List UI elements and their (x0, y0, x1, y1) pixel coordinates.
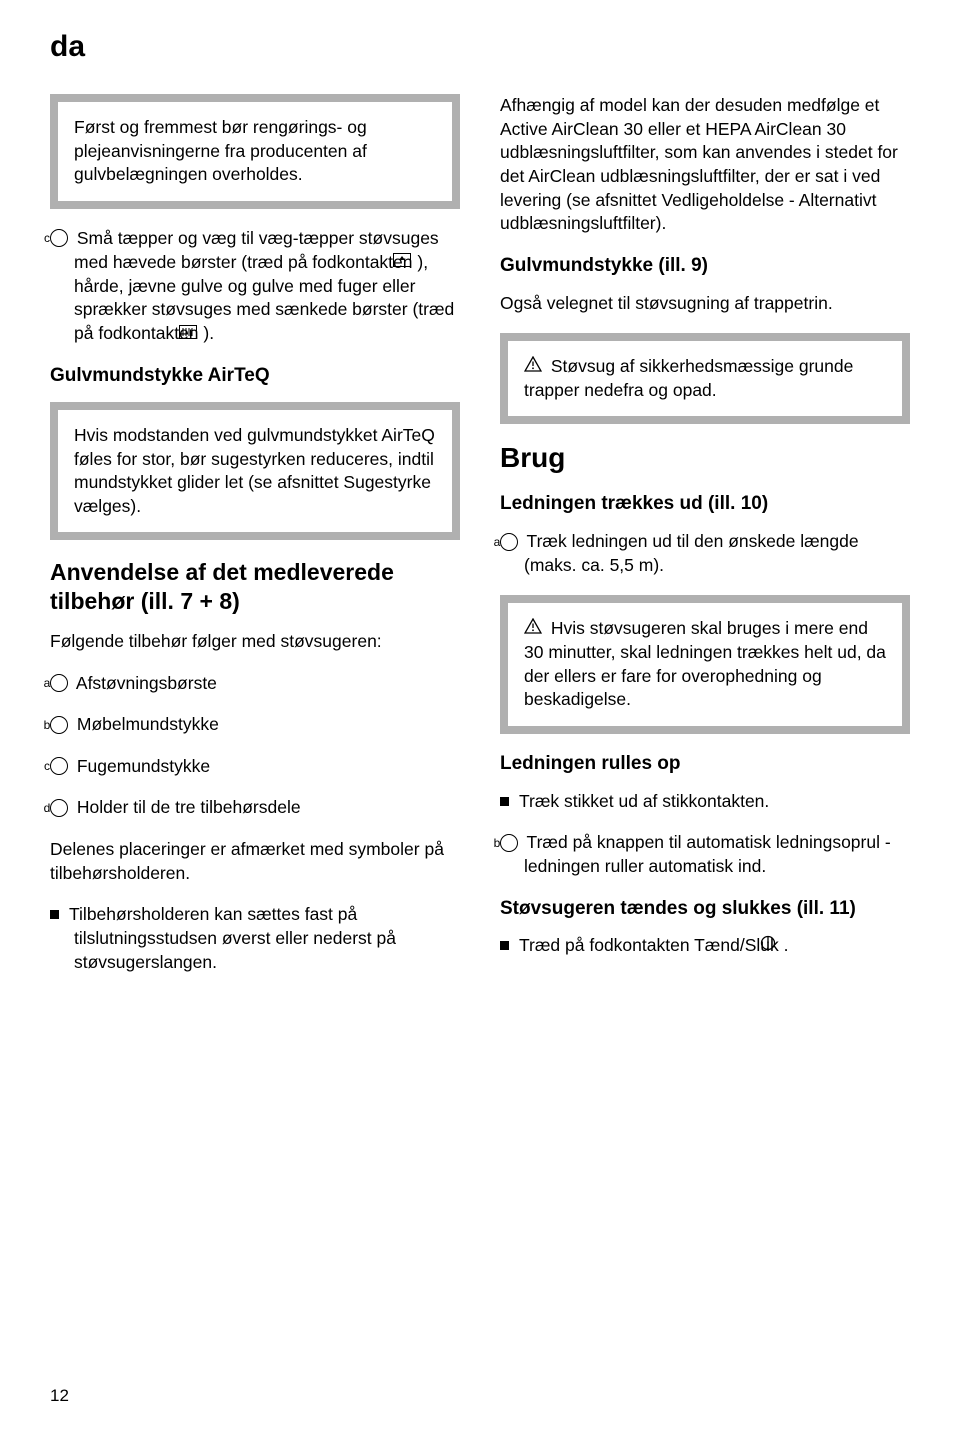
heading-accessories: Anvendelse af det medleverede tilbehør (… (50, 558, 460, 616)
circled-letter-icon: d (50, 799, 68, 817)
warning-triangle-icon (524, 617, 542, 641)
text: Støvsug af sikkerhedsmæssige grunde trap… (524, 356, 853, 400)
circled-letter-icon: c (50, 757, 68, 775)
paragraph-stairs: Også velegnet til støvsugning af trappet… (500, 292, 910, 316)
circled-letter-icon: b (50, 716, 68, 734)
text: Tilbehørsholderen kan sættes fast på til… (69, 904, 396, 971)
text: . (784, 935, 789, 955)
text: Små tæpper og væg til væg-tæpper støvsug… (72, 228, 439, 272)
heading-on-off: Støvsugeren tændes og slukkes (ill. 11) (500, 897, 910, 921)
info-box-airteq: Hvis modstanden ved gulvmundstykket AirT… (50, 402, 460, 541)
warning-box-stairs: Støvsug af sikkerhedsmæssige grunde trap… (500, 333, 910, 424)
text: Holder til de tre tilbehørsdele (72, 797, 301, 817)
right-column: Afhængig af model kan der desuden medføl… (500, 94, 910, 992)
text: Træd på knappen til automatisk ledningso… (522, 832, 891, 876)
heading-usage: Brug (500, 442, 910, 474)
list-item-holder: d Holder til de tre tilbehørsdele (50, 796, 460, 820)
paragraph-filter-model: Afhængig af model kan der desuden medføl… (500, 94, 910, 236)
warning-box-cord: Hvis støvsugeren skal bruges i mere end … (500, 595, 910, 734)
heading-floor-nozzle: Gulvmundstykke (ill. 9) (500, 254, 910, 278)
warning-triangle-icon (524, 355, 542, 379)
heading-cord-in: Ledningen rulles op (500, 752, 910, 776)
paragraph-power-pedal: Træd på fodkontakten Tænd/Sluk . (500, 934, 910, 958)
paragraph-placement: Delenes placeringer er afmærket med symb… (50, 838, 460, 885)
page-number: 12 (50, 1386, 69, 1406)
paragraph-unplug: Træk stikket ud af stikkontakten. (500, 790, 910, 814)
paragraph-following: Følgende tilbehør følger med støvsugeren… (50, 630, 460, 654)
paragraph-auto-rewind: b Træd på knappen til automatisk ledning… (500, 831, 910, 878)
square-bullet-icon (50, 910, 59, 919)
circled-letter-icon: a (500, 533, 518, 551)
text: ). (203, 323, 214, 343)
text: Fugemundstykke (72, 756, 210, 776)
list-item-furniture: b Møbelmundstykke (50, 713, 460, 737)
info-box-cleaning: Først og fremmest bør rengørings- og ple… (50, 94, 460, 209)
text: Træk ledningen ud til den ønskede længde… (522, 531, 859, 575)
left-column: Først og fremmest bør rengørings- og ple… (50, 94, 460, 992)
circled-letter-icon: c (50, 229, 68, 247)
text: Træd på fodkontakten Tænd/Sluk (519, 935, 784, 955)
two-column-layout: Først og fremmest bør rengørings- og ple… (50, 94, 910, 992)
text: Træk stikket ud af stikkontakten. (519, 791, 769, 811)
heading-cord-out: Ledningen trækkes ud (ill. 10) (500, 492, 910, 516)
text: Møbelmundstykke (72, 714, 219, 734)
square-bullet-icon (500, 797, 509, 806)
circled-letter-icon: a (50, 674, 68, 692)
heading-airteq: Gulvmundstykke AirTeQ (50, 364, 460, 388)
paragraph-carpets: c Små tæpper og væg til væg-tæpper støvs… (50, 227, 460, 346)
circled-letter-icon: b (500, 834, 518, 852)
list-item-dust-brush: a Afstøvningsbørste (50, 672, 460, 696)
list-item-crevice: c Fugemundstykke (50, 755, 460, 779)
square-bullet-icon (500, 941, 509, 950)
text: Afstøvningsbørste (72, 673, 217, 693)
paragraph-pull-cord: a Træk ledningen ud til den ønskede læng… (500, 530, 910, 577)
language-code: da (50, 30, 910, 64)
paragraph-holder-attach: Tilbehørsholderen kan sættes fast på til… (50, 903, 460, 974)
text: Hvis støvsugeren skal bruges i mere end … (524, 618, 886, 709)
